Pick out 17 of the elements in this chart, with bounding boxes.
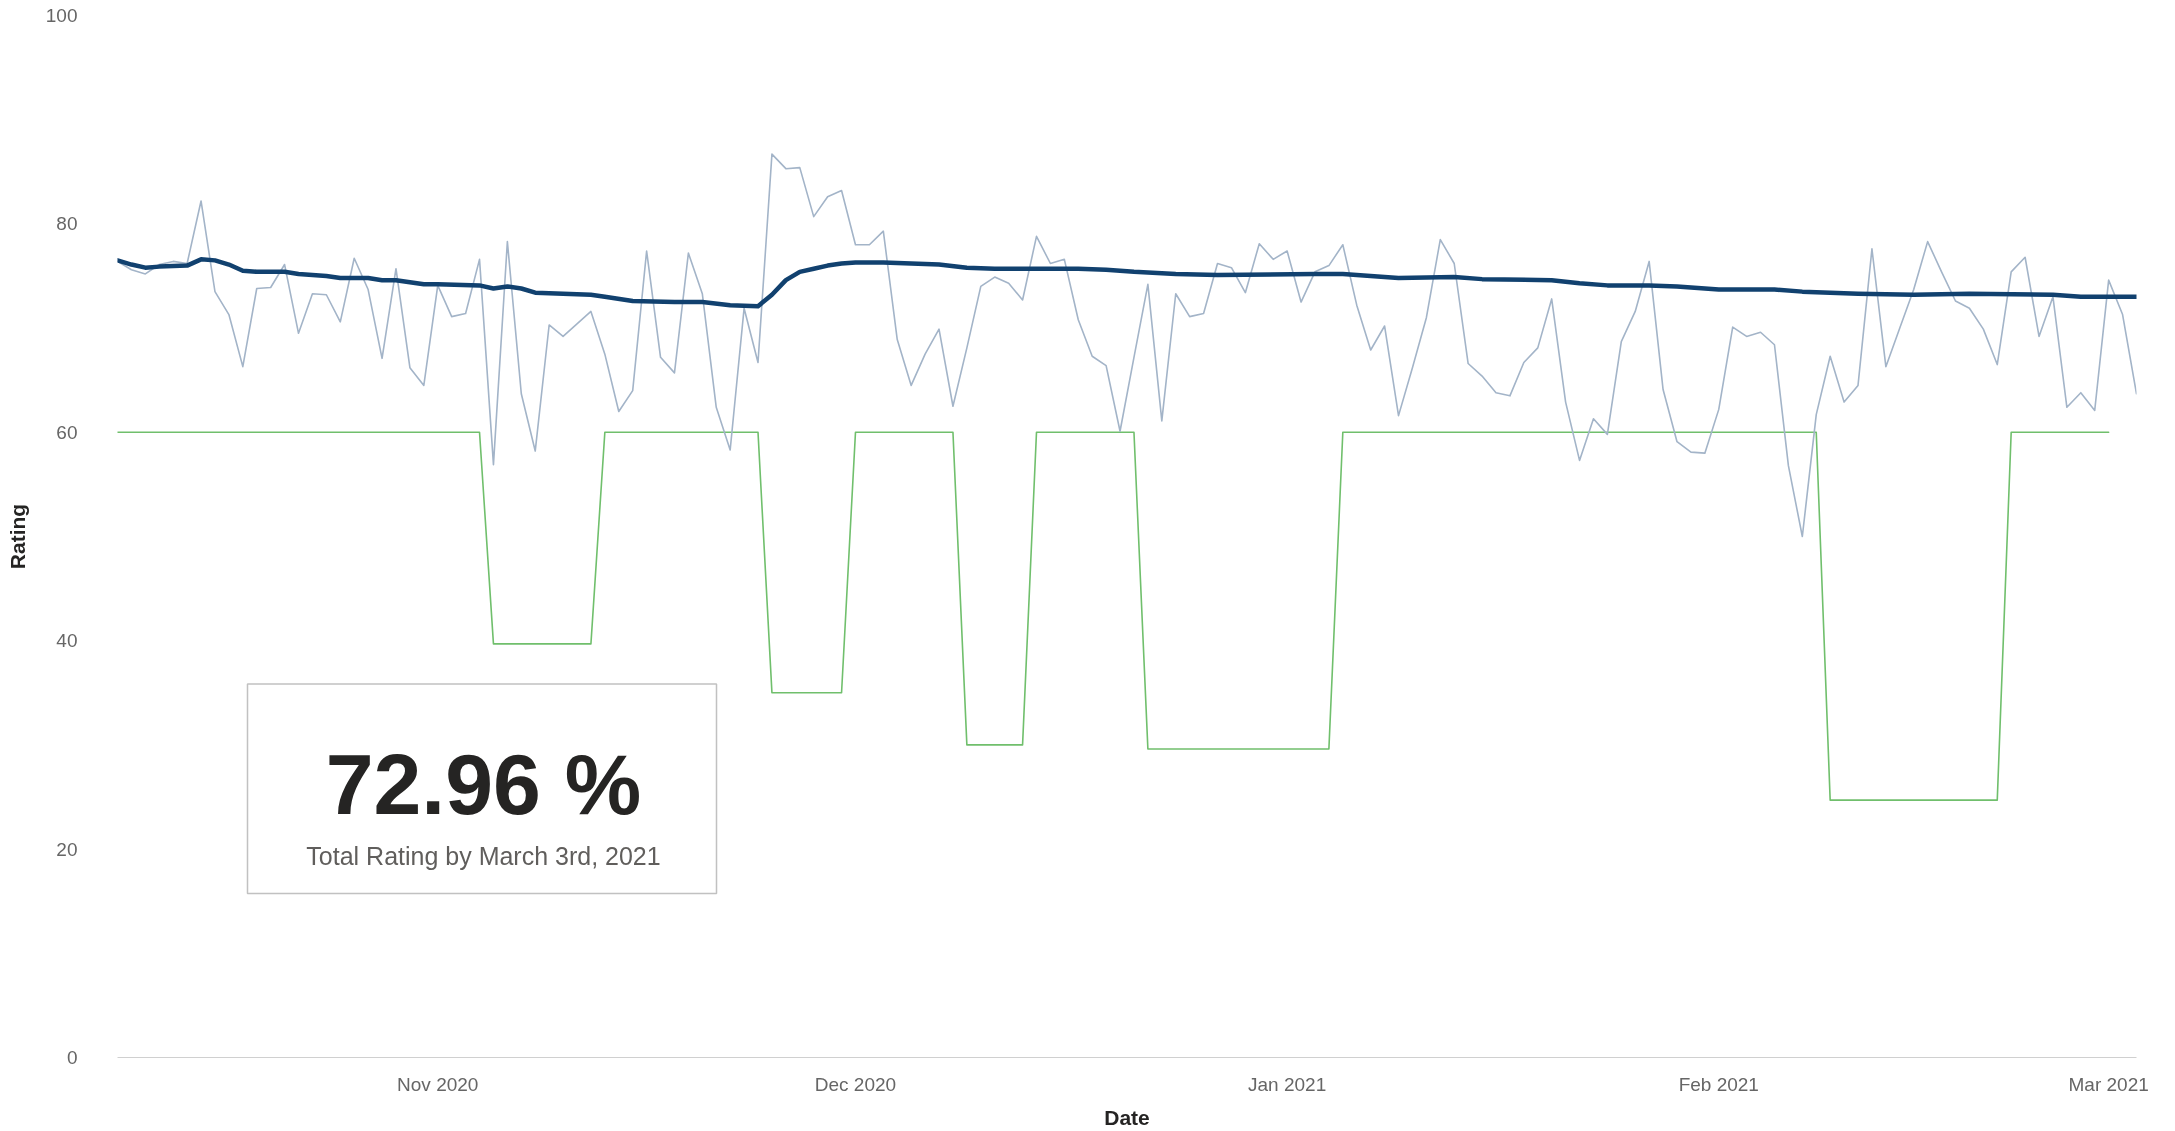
annotation: Total Rating by March 3rd, 2021 [306,841,661,870]
x-tick-label: Dec 2020 [814,1073,897,1095]
y-tick-label: 80 [56,213,78,235]
y-axis-title: Rating [5,503,29,570]
x-tick-label: Feb 2021 [1678,1073,1759,1095]
y-tick-label: 0 [66,1047,78,1068]
x-tick-label: Nov 2020 [397,1073,479,1095]
line-series [117,257,2137,309]
x-axis-title: Date [1104,1105,1150,1129]
y-tick-label: 60 [56,421,78,443]
y-tick-label: 40 [56,630,78,652]
line-series [117,153,2137,538]
y-tick-label: 20 [56,838,78,860]
x-tick-label: Mar 2021 [2068,1073,2149,1095]
annotation: 72.96 % [325,736,642,833]
y-tick-label: 100 [45,5,78,26]
x-tick-label: Jan 2021 [1248,1073,1327,1095]
